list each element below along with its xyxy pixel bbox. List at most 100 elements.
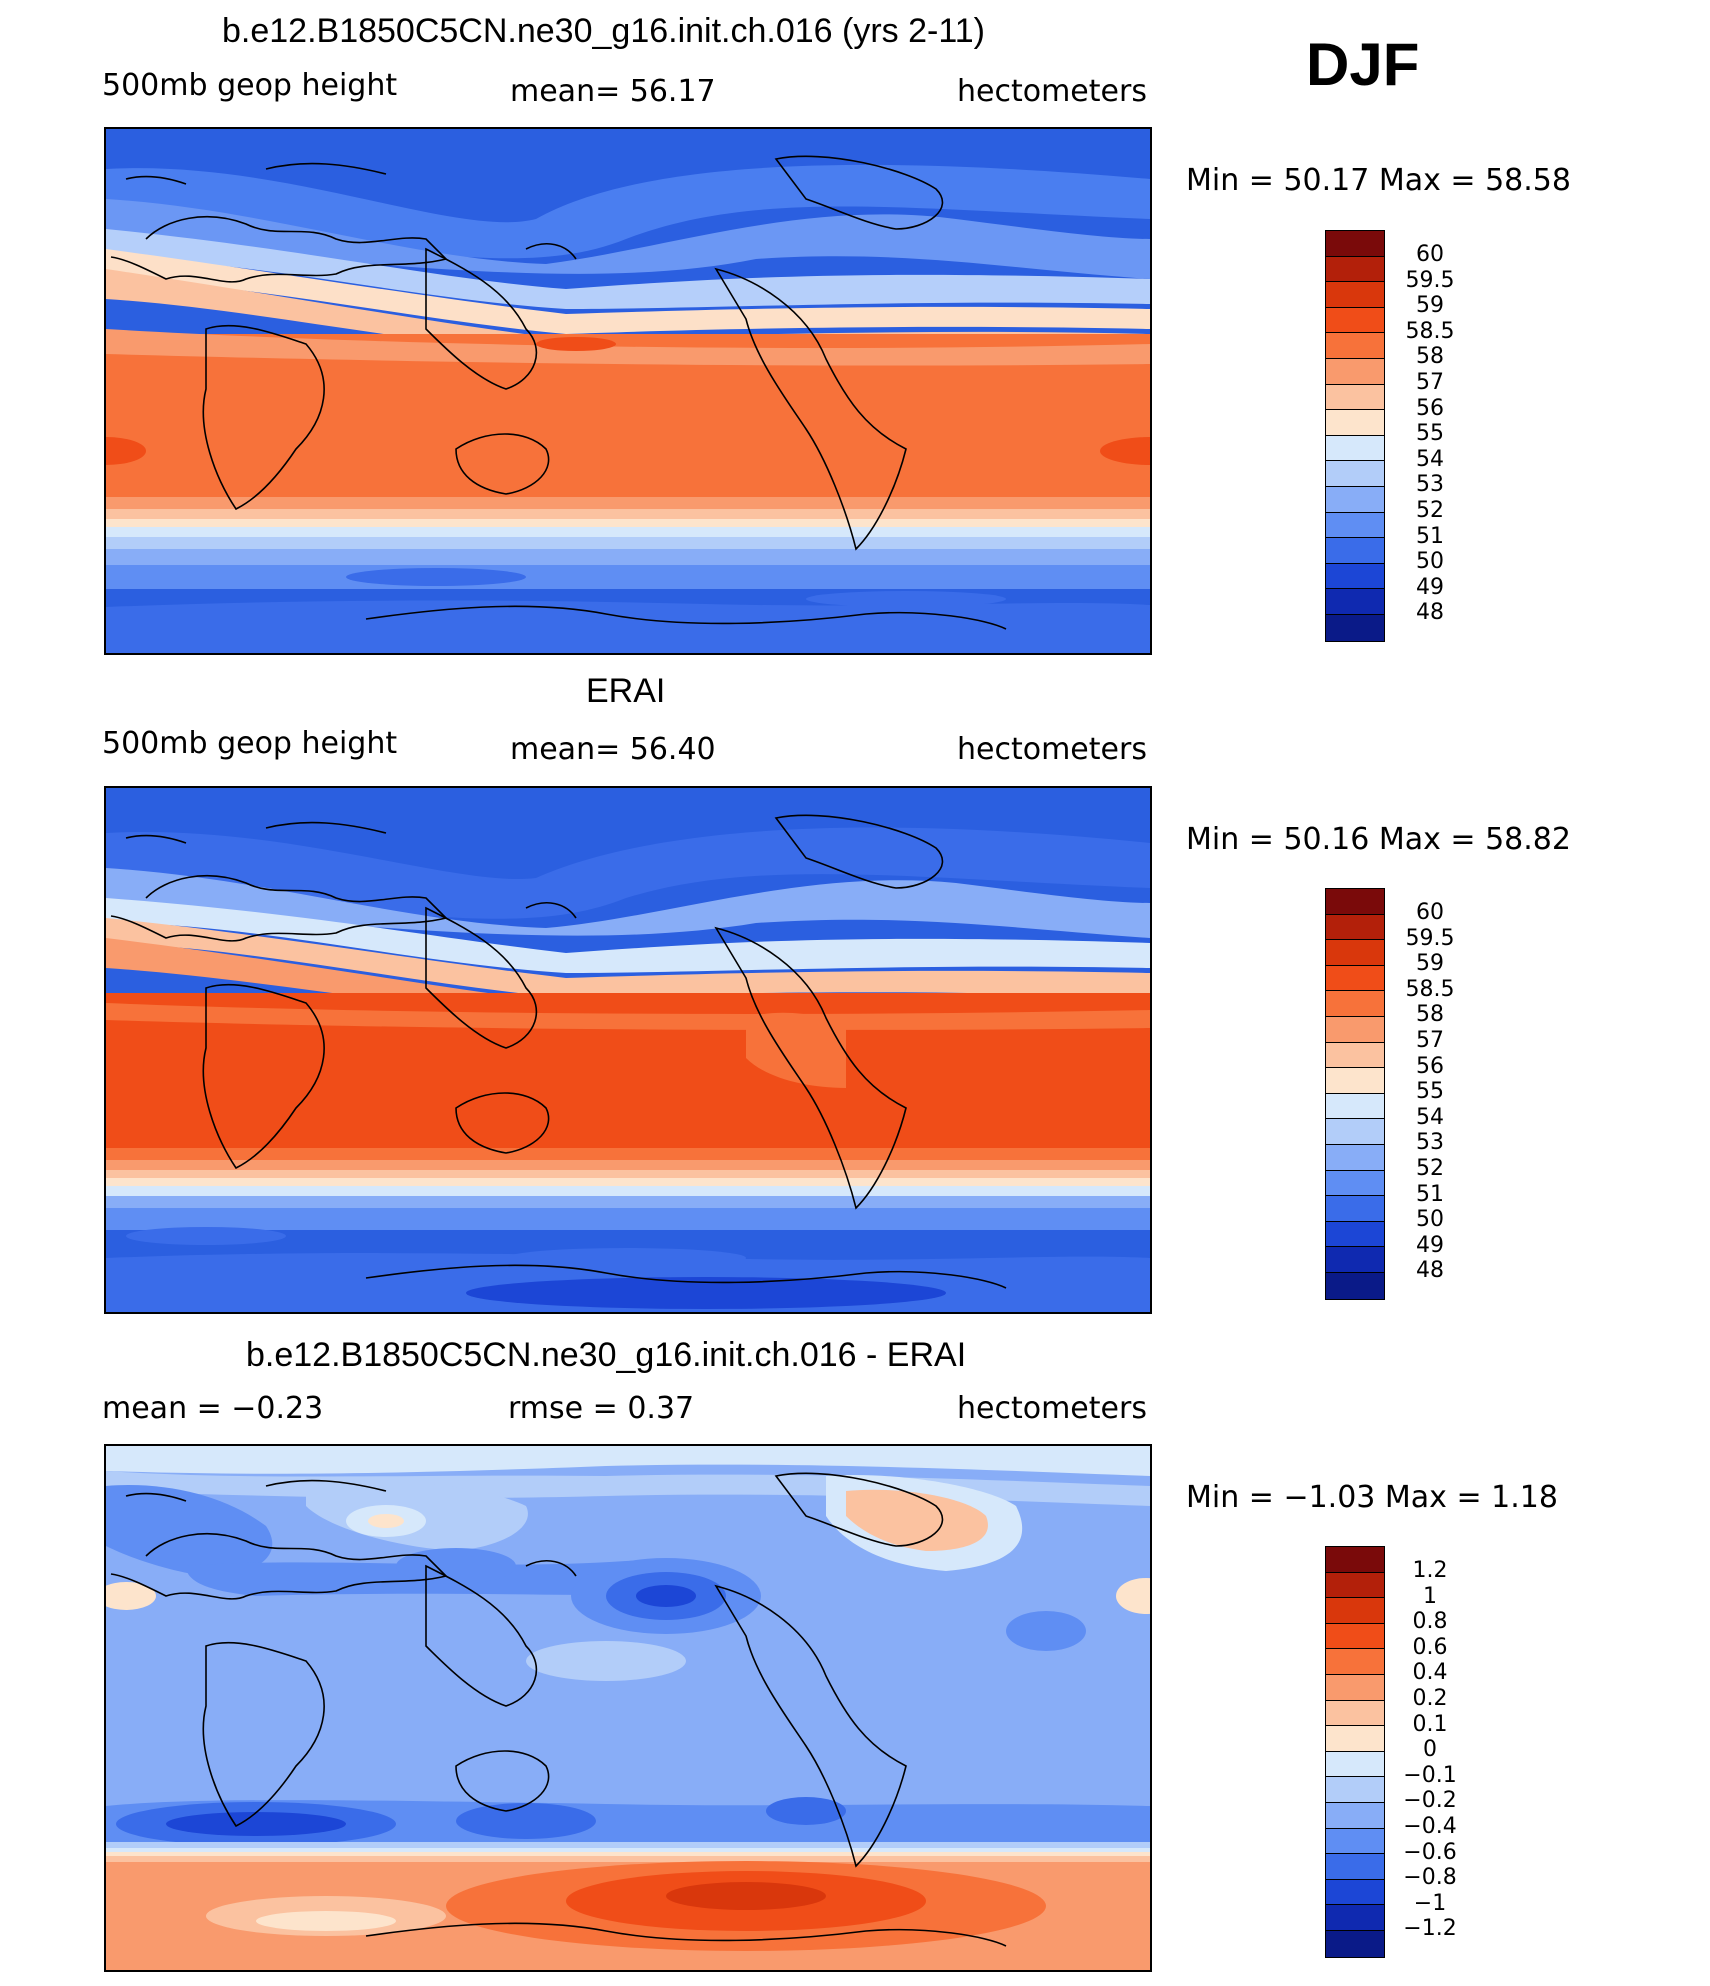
panel1-colorbar-label: 58 [1416,344,1444,370]
panel3-colorbar-swatch [1326,1930,1384,1957]
panel1-colorbar-swatch [1326,256,1384,283]
panel1-colorbar-swatch [1326,486,1384,513]
panel2-title: ERAI [586,672,666,710]
panel2-map [104,786,1152,1314]
panel3-colorbar-swatch [1326,1700,1384,1727]
panel3-colorbar-label: −0.8 [1403,1865,1457,1891]
panel2-colorbar-swatch [1326,914,1384,941]
panel2-colorbar-swatch [1326,889,1384,915]
panel3-colorbar-label: 1 [1423,1583,1437,1609]
panel1-colorbar-swatch [1326,563,1384,590]
panel3-colorbar-label: −0.4 [1403,1814,1457,1839]
panel2-colorbar-swatch [1326,1068,1384,1094]
panel1-colorbar-swatch [1326,538,1384,564]
panel2-colorbar-label: 54 [1416,1104,1444,1130]
panel2-colorbar-swatch [1326,1247,1384,1273]
panel3-colorbar-swatch [1326,1777,1384,1803]
panel1-colorbar-label: 56 [1416,395,1444,421]
panel2-colorbar-label: 48 [1416,1258,1444,1284]
panel3-colorbar-label: −1 [1413,1890,1447,1916]
panel1-colorbar-label: 50 [1416,549,1444,575]
panel1-colorbar-label: 54 [1416,446,1444,472]
panel3-colorbar-swatch [1326,1879,1384,1906]
panel1-colorbar-swatch [1326,614,1384,641]
panel2-colorbar-swatch [1326,1093,1384,1120]
season-label: DJF [1306,31,1420,98]
panel3-title: b.e12.B1850C5CN.ne30_g16.init.ch.016 - E… [246,1336,967,1374]
panel3-colorbar-swatch [1326,1726,1384,1752]
panel3-map [104,1444,1152,1972]
panel1-colorbar-swatch [1326,282,1384,308]
panel2-units-label: hectometers [957,732,1147,767]
panel1-colorbar-label: 53 [1416,472,1444,498]
panel1-map [104,127,1152,655]
panel3-colorbar-label: −0.6 [1403,1839,1457,1865]
panel2-colorbar-swatch [1326,1221,1384,1248]
panel2-colorbar-label: 53 [1416,1130,1444,1156]
panel2-colorbar-label: 56 [1416,1053,1444,1079]
panel2-field-label: 500mb geop height [102,726,398,761]
panel2-colorbar-swatch [1326,965,1384,992]
panel1-colorbar-swatch [1326,461,1384,487]
panel2-colorbar-swatch [1326,1119,1384,1145]
panel1-colorbar-swatch [1326,589,1384,615]
panel3-colorbar-label: −1.2 [1403,1916,1457,1942]
panel2-colorbar-swatch [1326,1170,1384,1197]
panel3-colorbar-label: 0.8 [1412,1609,1448,1635]
panel2-colorbar-swatch [1326,991,1384,1017]
panel1-minmax: Min = 50.17 Max = 58.58 [1186,163,1571,198]
panel3-minmax: Min = −1.03 Max = 1.18 [1186,1480,1558,1515]
panel2-colorbar-swatch [1326,1016,1384,1043]
panel3-colorbar-swatch [1326,1802,1384,1829]
panel3-colorbar-swatch [1326,1649,1384,1675]
panel1-colorbar-label: 60 [1416,242,1444,267]
panel3-colorbar-label: −0.1 [1403,1762,1457,1788]
panel1-colorbar-label: 49 [1416,574,1444,600]
panel3-colorbar-label: 1.2 [1412,1558,1448,1583]
panel1-colorbar-label: 55 [1416,421,1444,447]
panel1-units-label: hectometers [957,74,1147,109]
panel1-colorbar [1325,230,1385,642]
panel1-colorbar-label: 58.5 [1405,318,1455,344]
panel3-colorbar-swatch [1326,1547,1384,1573]
panel1-colorbar-label: 59 [1416,293,1444,319]
panel2-colorbar-label: 55 [1416,1079,1444,1105]
panel2-colorbar-label: 59 [1416,951,1444,977]
panel2-colorbar-label: 59.5 [1405,925,1455,951]
panel2-colorbar-label: 49 [1416,1232,1444,1258]
panel1-colorbar-label: 57 [1416,370,1444,395]
panel3-colorbar-swatch [1326,1598,1384,1624]
panel3-colorbar-label: −0.2 [1403,1788,1457,1814]
panel2-colorbar-swatch [1326,940,1384,966]
panel1-colorbar-label: 48 [1416,600,1444,626]
panel2-colorbar-label: 58 [1416,1002,1444,1028]
panel3-colorbar-swatch [1326,1572,1384,1599]
panel1-colorbar-swatch [1326,333,1384,359]
panel2-colorbar [1325,888,1385,1300]
panel3-colorbar-label: 0 [1423,1737,1437,1763]
panel3-colorbar-swatch [1326,1751,1384,1778]
panel1-colorbar-swatch [1326,512,1384,539]
panel1-colorbar-label: 51 [1416,523,1444,549]
panel2-colorbar-label: 57 [1416,1028,1444,1053]
panel1-colorbar-swatch [1326,358,1384,385]
panel2-colorbar-label: 60 [1416,900,1444,925]
panel3-colorbar-label: 0.6 [1412,1634,1448,1660]
panel2-minmax: Min = 50.16 Max = 58.82 [1186,822,1571,857]
panel2-mean-label: mean= 56.40 [510,732,716,767]
panel3-colorbar-label: 0.4 [1412,1660,1448,1686]
panel1-colorbar-swatch [1326,231,1384,257]
panel3-colorbar-swatch [1326,1854,1384,1880]
panel3-mean-label: mean = −0.23 [102,1391,324,1426]
panel3-colorbar-swatch [1326,1905,1384,1931]
panel3-units-label: hectometers [957,1391,1147,1426]
panel3-colorbar-label: 0.1 [1412,1711,1448,1737]
panel1-mean-label: mean= 56.17 [510,74,716,109]
panel2-colorbar-label: 58.5 [1405,976,1455,1002]
panel3-colorbar [1325,1546,1385,1958]
panel2-colorbar-swatch [1326,1144,1384,1171]
panel1-title: b.e12.B1850C5CN.ne30_g16.init.ch.016 (yr… [222,12,985,50]
panel1-field-label: 500mb geop height [102,68,398,103]
panel2-colorbar-swatch [1326,1272,1384,1299]
panel1-colorbar-label: 59.5 [1405,267,1455,293]
